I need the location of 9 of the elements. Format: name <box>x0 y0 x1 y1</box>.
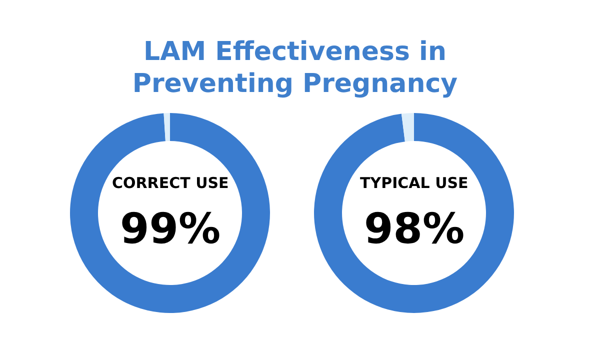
chart-title: LAM Effectiveness in Preventing Pregnancy <box>131 36 459 100</box>
donut-slice <box>314 113 514 313</box>
data-label: 98% <box>364 204 465 253</box>
text: CORRECT USE <box>112 174 229 192</box>
text: TYPICAL USE <box>360 174 468 192</box>
data-label: 99% <box>120 204 221 253</box>
donut-slice <box>401 113 414 142</box>
donut-slice <box>164 113 170 142</box>
donut-slice <box>70 113 270 313</box>
